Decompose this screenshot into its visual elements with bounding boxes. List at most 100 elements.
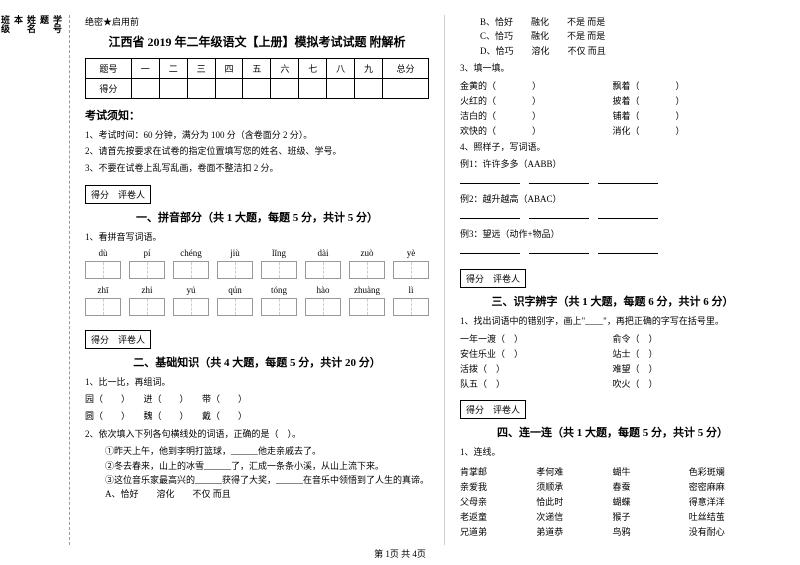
pinyin: lǐng [261, 248, 297, 258]
q2-2c: ③这位音乐家最高兴的______获得了大奖，______在音乐中领悟到了人生的真… [105, 473, 429, 487]
td [187, 79, 215, 99]
blank-line [529, 209, 589, 219]
conn-item: 蝴牛 [613, 465, 689, 478]
conn-item: 密密麻麻 [689, 480, 765, 493]
q3-cell: 活拨（ ） [460, 362, 613, 375]
margin-label: 姓名 [25, 15, 38, 545]
fill: 欢快的（ ） [460, 124, 613, 137]
td [243, 79, 271, 99]
notice-item: 3、不要在试卷上乱写乱画，卷面不整洁扣 2 分。 [85, 161, 429, 175]
tian-box [173, 298, 209, 316]
tian-box [85, 298, 121, 316]
q2-1b: 圆（ ） 魏（ ） 戴（ ） [85, 409, 429, 423]
tian-box [305, 298, 341, 316]
pinyin-row: dù pí chéng jiù lǐng dài zuò yè [85, 248, 429, 258]
margin-label: 题 [38, 15, 51, 545]
q3-cell: 难望（ ） [613, 362, 766, 375]
fill: 铺着（ ） [613, 109, 766, 122]
conn-item: 吐丝结茧 [689, 510, 765, 523]
q2-2a: ①昨天上午，他到李明打篮球，______他走亲戚去了。 [105, 444, 429, 458]
question-3-1: 1、找出词语中的错别字，画上"____"，再把正确的字写在括号里。 [460, 314, 765, 328]
conn-item: 鸟鸦 [613, 525, 689, 538]
blank-line [460, 174, 520, 184]
conn-item: 色彩斑斓 [689, 465, 765, 478]
pinyin: pí [129, 248, 165, 258]
pinyin: chéng [173, 248, 209, 258]
blank-line [598, 209, 658, 219]
pinyin-row: zhī zhi yú qún tóng hào zhuàng lì [85, 285, 429, 295]
conn-item: 亲爱我 [460, 480, 536, 493]
q3-cell: 俞令（ ） [613, 332, 766, 345]
section-2-title: 二、基础知识（共 4 大题，每题 5 分，共计 20 分） [85, 354, 429, 370]
q2-1a: 园（ ） 进（ ） 带（ ） [85, 392, 429, 406]
margin-label: 班级 [0, 15, 12, 545]
notice-item: 1、考试时间：60 分钟，满分为 100 分（含卷面分 2 分）。 [85, 128, 429, 142]
conn-item: 恰此时 [536, 495, 612, 508]
blank-line [598, 244, 658, 254]
fill: 消化（ ） [613, 124, 766, 137]
tian-box [129, 298, 165, 316]
th: 九 [355, 59, 383, 79]
q2-2b: ②冬去春来，山上的冰雪______了，汇成一条条小溪，从山上流下来。 [105, 459, 429, 473]
td [383, 79, 429, 99]
example-1: 例1：许许多多（AABB） [460, 157, 765, 171]
section-1-title: 一、拼音部分（共 1 大题，每题 5 分，共计 5 分） [85, 209, 429, 225]
exam-title: 江西省 2019 年二年级语文【上册】模拟考试试题 附解析 [85, 33, 429, 50]
section-4-title: 四、连一连（共 1 大题，每题 5 分，共计 5 分） [460, 424, 765, 440]
tian-box [349, 261, 385, 279]
pinyin: zhi [129, 285, 165, 295]
conn-item: 弟道恭 [536, 525, 612, 538]
example-2: 例2：越升越高（ABAC） [460, 192, 765, 206]
pinyin: zhuàng [349, 285, 385, 295]
q2-2d: A、恰好 溶化 不仅 而且 [105, 487, 429, 501]
tian-box [129, 261, 165, 279]
q3-cell: 队五（ ） [460, 377, 613, 390]
blank-line [529, 244, 589, 254]
margin-label: 学号 [51, 15, 64, 545]
td [355, 79, 383, 99]
tian-box [393, 261, 429, 279]
tian-box [261, 298, 297, 316]
pinyin: qún [217, 285, 253, 295]
pinyin: hào [305, 285, 341, 295]
th: 五 [243, 59, 271, 79]
conn-item: 肯掌邮 [460, 465, 536, 478]
question-2-4: 4、照样子，写词语。 [460, 140, 765, 154]
th: 总分 [383, 59, 429, 79]
conn-item: 父母亲 [460, 495, 536, 508]
q3-cell: 一年一渡（ ） [460, 332, 613, 345]
conn-item: 须顺承 [536, 480, 612, 493]
pinyin: tóng [261, 285, 297, 295]
th: 八 [327, 59, 355, 79]
pinyin: yú [173, 285, 209, 295]
q3-cell: 吹火（ ） [613, 377, 766, 390]
blank-line [460, 209, 520, 219]
blank-line [598, 174, 658, 184]
page-footer: 第 1页 共 4页 [0, 547, 800, 560]
conn-item: 没有耐心 [689, 525, 765, 538]
option-b: B、恰好 融化 不是 而是 [480, 15, 765, 29]
connection-grid: 肯掌邮 亲爱我 父母亲 老返童 兄道弟 孝何难 须顺承 恰此时 次递信 弟道恭 … [460, 463, 765, 540]
write-grid [85, 298, 429, 316]
pinyin: zhī [85, 285, 121, 295]
tian-box [217, 298, 253, 316]
tian-box [261, 261, 297, 279]
th: 七 [299, 59, 327, 79]
td [299, 79, 327, 99]
tian-box [349, 298, 385, 316]
conn-item: 得意洋洋 [689, 495, 765, 508]
pinyin: yè [393, 248, 429, 258]
conn-item: 猴子 [613, 510, 689, 523]
td [271, 79, 299, 99]
conn-item: 孝何难 [536, 465, 612, 478]
th: 一 [131, 59, 159, 79]
tian-box [85, 261, 121, 279]
fill: 金黄的（ ） [460, 79, 613, 92]
question-1: 1、看拼音写词语。 [85, 230, 429, 244]
pinyin: zuò [349, 248, 385, 258]
th: 六 [271, 59, 299, 79]
td: 得分 [86, 79, 132, 99]
td [159, 79, 187, 99]
score-box: 得分 评卷人 [460, 400, 526, 419]
question-2-2: 2、依次填入下列各句横线处的词语，正确的是（ ）。 [85, 427, 429, 441]
